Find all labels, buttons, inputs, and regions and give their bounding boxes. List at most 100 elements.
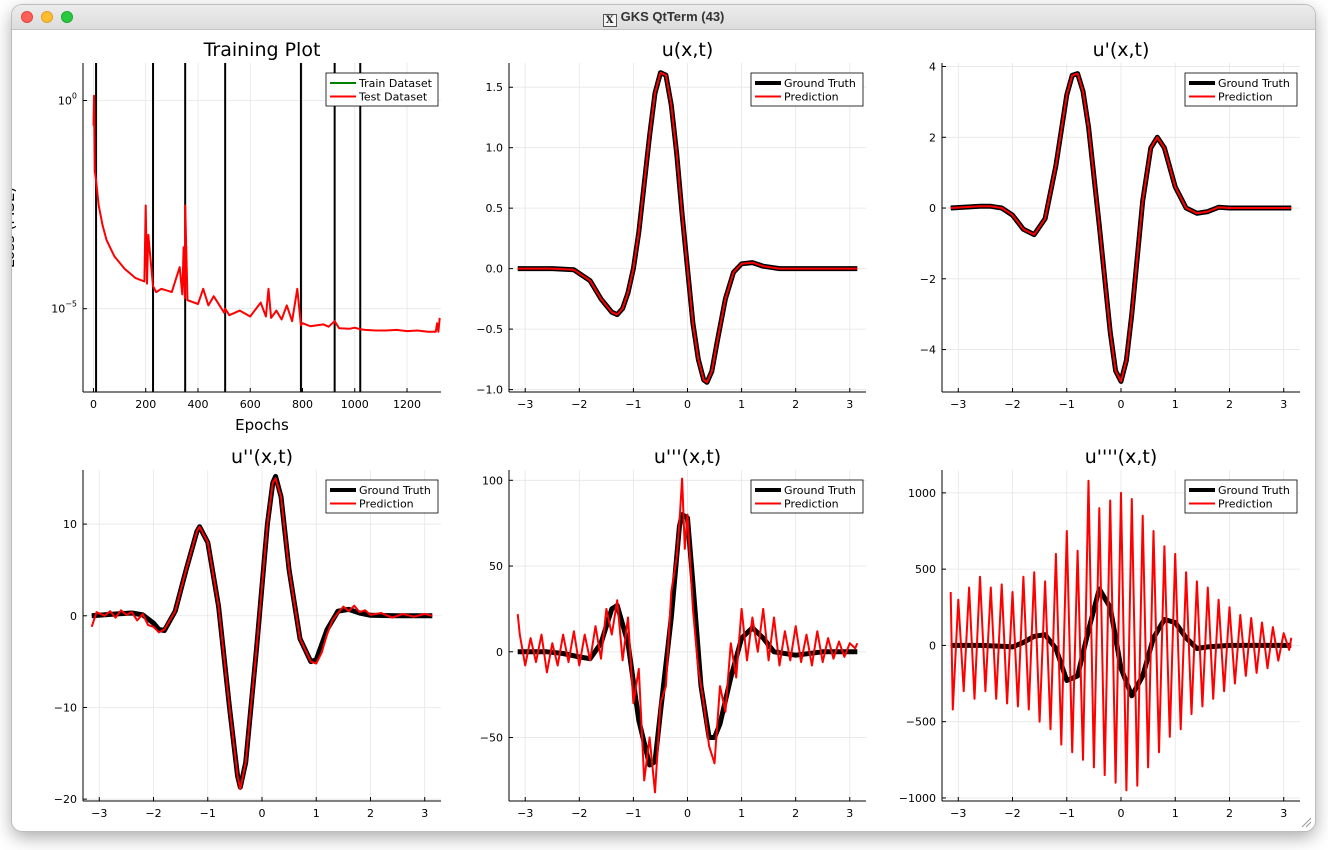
chart-title: u''''(x,t) — [1085, 446, 1158, 468]
window-title-area: X GKS QtTerm (43) — [12, 9, 1315, 27]
legend-label-ground-truth: Ground Truth — [1218, 77, 1290, 90]
y-tick-label: 10−5 — [51, 300, 77, 316]
x-tick-label: 2 — [1226, 807, 1233, 820]
close-button[interactable] — [21, 11, 33, 23]
x-tick-label: 0 — [684, 807, 691, 820]
x-tick-label: −1 — [625, 398, 641, 411]
y-tick-label: 100 — [482, 474, 503, 487]
series-prediction-line — [90, 477, 433, 791]
x-tick-label: 3 — [1280, 807, 1287, 820]
x-tick-label: 1 — [738, 807, 745, 820]
chart-title: u(x,t) — [662, 39, 714, 61]
y-tick-label: −10 — [54, 701, 77, 714]
y-tick-base: 10 — [58, 94, 72, 107]
y-tick-label: 0 — [929, 639, 936, 652]
series-prediction-line — [950, 72, 1292, 383]
y-tick-label: 0 — [70, 610, 77, 623]
y-tick-label: 0.0 — [486, 263, 504, 276]
y-tick-label: −50 — [480, 732, 503, 745]
legend-label-ground-truth: Ground Truth — [1218, 484, 1290, 497]
legend-label-prediction: Prediction — [1218, 91, 1273, 104]
minimize-button[interactable] — [41, 11, 53, 23]
y-axis-label: Loss (MSE) — [12, 187, 18, 268]
x-tick-label: 3 — [421, 807, 428, 820]
chart-5-u-x-t: −3 −2 −1 0 1 2 3 −1000 −500 0 500 1000 Ground TruthP… — [899, 446, 1300, 820]
x-tick-label: 0 — [259, 807, 266, 820]
y-tick-label: −0.5 — [476, 323, 503, 336]
x-tick-label: 3 — [846, 398, 853, 411]
title-bar[interactable]: X GKS QtTerm (43) — [12, 5, 1315, 30]
x-tick-label: −1 — [1059, 807, 1075, 820]
y-tick-label: 4 — [929, 61, 936, 74]
series-prediction-line — [949, 479, 1293, 792]
y-tick-label: 100 — [58, 91, 77, 107]
series-ground-truth-line — [950, 586, 1292, 699]
y-tick-label: −500 — [906, 716, 936, 729]
x-tick-label: 0 — [1118, 398, 1125, 411]
y-tick-label: −1000 — [899, 792, 936, 805]
y-tick-base: 10 — [51, 303, 65, 316]
x-tick-label: −2 — [571, 398, 587, 411]
x-tick-label: 2 — [792, 807, 799, 820]
x-tick-label: −3 — [517, 398, 533, 411]
x-tick-label: 1200 — [393, 398, 421, 411]
chart-title: u'''(x,t) — [654, 446, 721, 468]
series-test-dataset-line — [92, 94, 441, 333]
legend-label-ground-truth: Ground Truth — [784, 77, 856, 90]
x-tick-label: 1 — [313, 807, 320, 820]
legend-label-prediction: Prediction — [359, 498, 414, 511]
x-tick-label: −2 — [1004, 807, 1020, 820]
x-tick-label: 400 — [187, 398, 208, 411]
x-tick-label: −3 — [950, 398, 966, 411]
y-tick-exponent: −5 — [65, 300, 77, 309]
x-tick-label: −1 — [1059, 398, 1075, 411]
y-tick-label: 1.0 — [486, 142, 504, 155]
legend-label-ground-truth: Ground Truth — [359, 484, 431, 497]
chart-1-u-x-t: −3 −2 −1 0 1 2 3 −1.0 −0.5 0.0 0.5 1.0 1.5 Ground Tru… — [476, 39, 866, 411]
x11-icon: X — [602, 14, 617, 27]
x-tick-label: 3 — [846, 807, 853, 820]
app-window: X GKS QtTerm (43) 0 200 400 600 800 1000 1200 10… — [12, 5, 1315, 831]
x-axis-label: Epochs — [235, 416, 289, 434]
series-prediction-line — [517, 71, 858, 384]
x-tick-label: 800 — [292, 398, 313, 411]
maximize-button[interactable] — [61, 11, 73, 23]
x-tick-label: −3 — [91, 807, 107, 820]
x-tick-label: 1 — [738, 398, 745, 411]
x-tick-label: 2 — [1226, 398, 1233, 411]
x-tick-label: 0 — [90, 398, 97, 411]
x-tick-label: −2 — [145, 807, 161, 820]
y-tick-label: 1000 — [908, 487, 936, 500]
y-tick-label: 50 — [489, 560, 503, 573]
x-tick-label: 600 — [240, 398, 261, 411]
legend-box — [325, 72, 439, 107]
x-tick-label: −3 — [950, 807, 966, 820]
legend-box — [1184, 72, 1298, 107]
legend-box — [1184, 479, 1298, 514]
chart-title: u''(x,t) — [231, 446, 293, 468]
series-prediction-line — [516, 477, 859, 794]
legend-label-prediction: Prediction — [784, 498, 839, 511]
resize-grip-icon[interactable] — [1300, 816, 1312, 828]
x-tick-label: −2 — [1004, 398, 1020, 411]
legend-label-test-dataset: Test Dataset — [358, 91, 428, 104]
x-tick-label: −1 — [625, 807, 641, 820]
x-tick-label: 1 — [1172, 807, 1179, 820]
legend-box — [750, 72, 864, 107]
y-tick-label: 0 — [496, 646, 503, 659]
x-tick-label: 0 — [1118, 807, 1125, 820]
x-tick-label: −3 — [517, 807, 533, 820]
y-tick-label: −1.0 — [476, 384, 503, 397]
chart-title: Training Plot — [203, 39, 321, 61]
y-tick-label: 0 — [929, 202, 936, 215]
window-title: GKS QtTerm (43) — [620, 9, 725, 24]
x-tick-label: 1000 — [341, 398, 369, 411]
